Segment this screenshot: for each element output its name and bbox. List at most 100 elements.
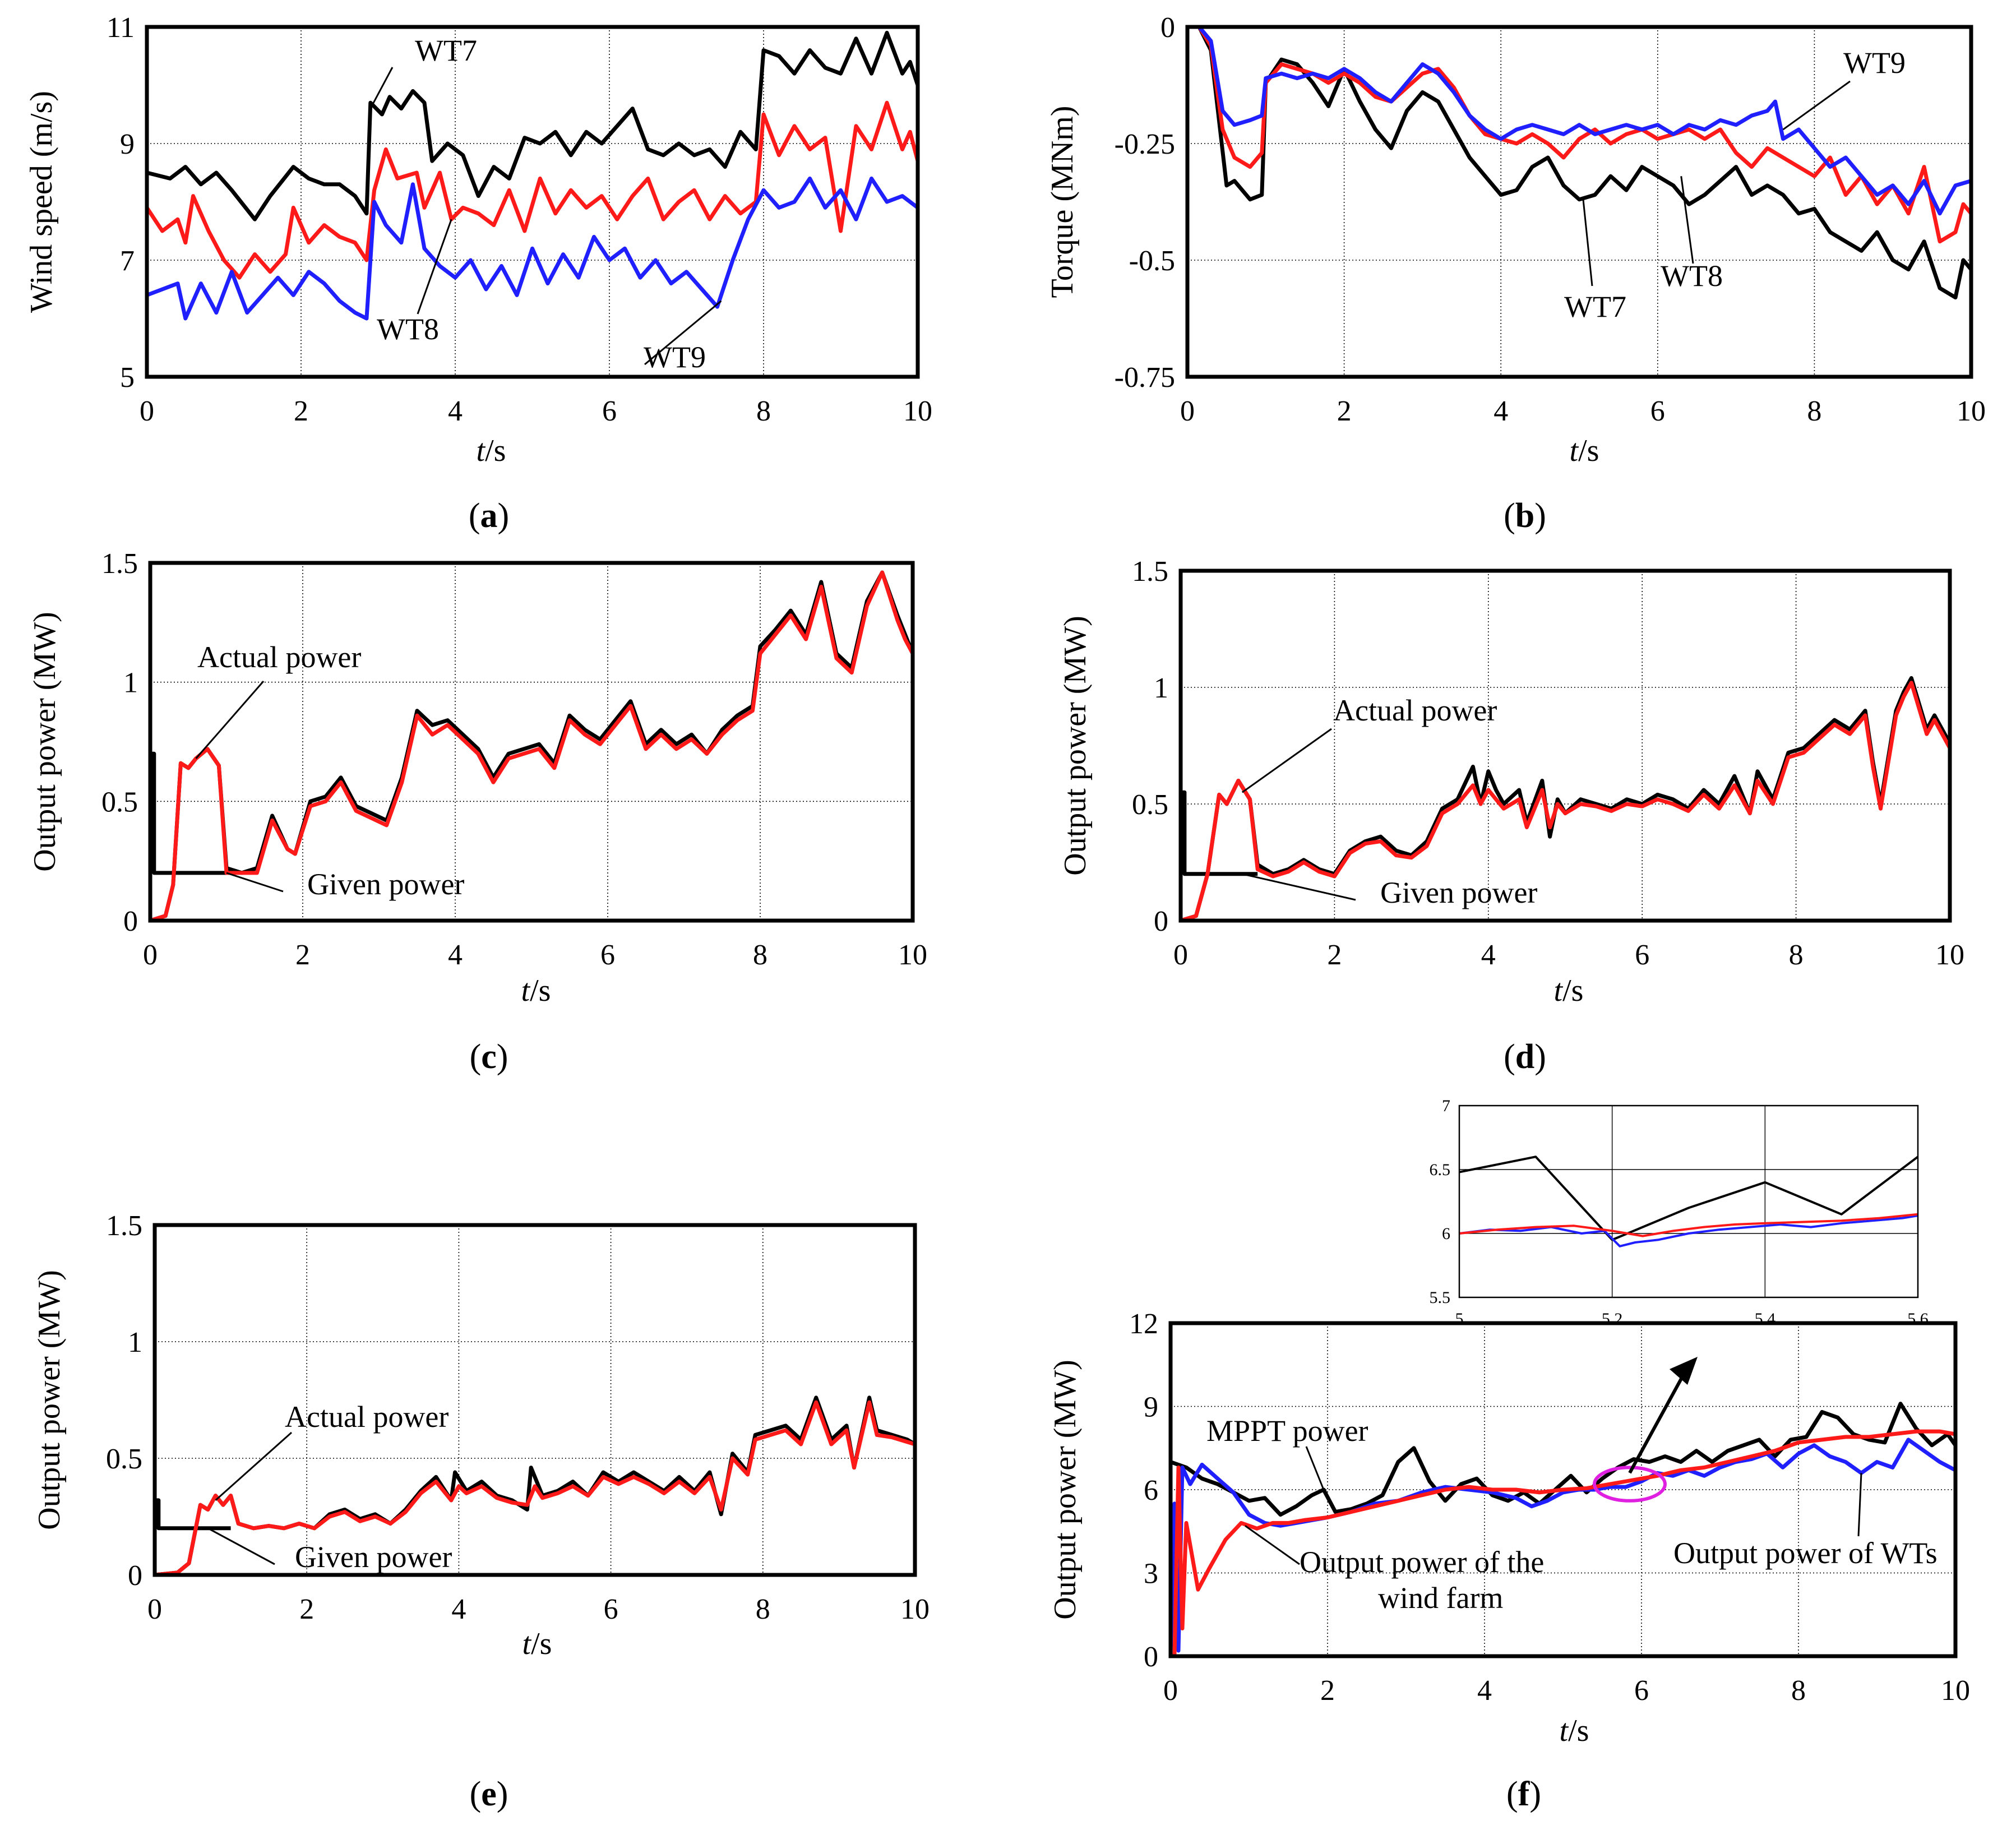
plot-frame [148, 561, 915, 923]
series-group [1169, 1402, 1957, 1658]
y-axis-label: Output power (MW) [1058, 616, 1093, 875]
annotation-label: Actual power [1333, 694, 1497, 727]
x-tick-label: 8 [756, 395, 771, 427]
x-tick-label: 5.6 [1907, 1310, 1929, 1328]
x-tick-label: 4 [1477, 1675, 1492, 1707]
x-tick-label: 10 [1935, 939, 1964, 971]
y-tick-label: 5 [120, 362, 135, 394]
x-tick-label: 4 [448, 395, 463, 427]
series-wt7 [146, 30, 919, 221]
x-tick-label: 10 [900, 1593, 930, 1625]
y-tick-label: 0 [123, 905, 138, 937]
chart-f-inset: 5 5.2 5.4 5.6 5.5 6 6.5 7 [1430, 1097, 1929, 1328]
y-tick-label: 1 [128, 1327, 142, 1358]
y-axis-label: Torque (MNm) [1045, 106, 1080, 298]
plot-frame [1168, 1321, 1958, 1658]
y-tick-label: 9 [1144, 1392, 1158, 1424]
annotation-label: Given power [1380, 876, 1537, 909]
plot-area [155, 1225, 915, 1575]
y-tick-label: 1.5 [101, 548, 138, 580]
x-tick-label: 10 [1957, 395, 1986, 427]
y-tick-label: 0.5 [101, 786, 138, 818]
y-tick-label: 7 [1442, 1097, 1450, 1115]
plot-frame [1178, 569, 1952, 923]
x-axis-label-var: t [523, 1626, 532, 1661]
x-tick-label: 0 [143, 939, 158, 971]
x-axis-label-var: t [1554, 973, 1564, 1008]
x-axis-label: t/s [523, 1626, 552, 1661]
annotation-leader [1241, 728, 1332, 793]
y-tick-label: 1.5 [106, 1210, 142, 1242]
zoom-arrow-shaft [1628, 1371, 1686, 1474]
x-tick-label: 6 [1635, 939, 1649, 971]
x-tick-label: 0 [1180, 395, 1195, 427]
annotation-leader [1245, 1525, 1300, 1565]
annotation-leader [369, 67, 394, 109]
x-axis-label-unit: /s [531, 1626, 552, 1661]
x-tick-label: 4 [451, 1593, 466, 1625]
x-tick-label: 4 [448, 939, 463, 971]
x-axis-label-unit: /s [1568, 1713, 1589, 1748]
y-tick-label: 0 [128, 1560, 142, 1592]
x-tick-label: 8 [1791, 1675, 1806, 1707]
chart-e: 0 2 4 6 8 10 0 0.5 1 1.5 Output power (MW) t/s (e) Ac… [32, 1210, 930, 1813]
series-output-power-of-the-wind-farm [1171, 1429, 1956, 1658]
plot-frame [1458, 1105, 1919, 1298]
x-axis-label: t/s [1554, 973, 1584, 1008]
panel-label: (d) [1504, 1038, 1546, 1076]
x-tick-label: 2 [1337, 395, 1352, 427]
x-axis-label: t/s [477, 433, 506, 468]
x-tick-label: 5.4 [1755, 1310, 1776, 1328]
series-mppt-power [1169, 1402, 1957, 1517]
x-tick-label: 6 [604, 1593, 618, 1625]
annotation-label: WT7 [1564, 290, 1626, 324]
y-tick-label: 0 [1160, 12, 1175, 44]
y-tick-label: -0.5 [1129, 245, 1175, 277]
x-axis-label-var: t [521, 973, 531, 1008]
annotation-label: Given power [307, 867, 464, 901]
series-output-power-of-the-wind-farm [1459, 1213, 1918, 1237]
chart-d: 0 2 4 6 8 10 0 0.5 1 1.5 Output power (MW) t/s (d) Ac… [1058, 556, 1964, 1076]
x-axis-label-var: t [1560, 1713, 1569, 1748]
y-tick-label: 1.5 [1132, 556, 1168, 588]
annotation-leader [417, 219, 452, 315]
x-tick-label: 2 [295, 939, 310, 971]
plot-frame [152, 1223, 917, 1577]
x-tick-label: 10 [903, 395, 932, 427]
y-tick-label: 11 [107, 12, 135, 44]
annotation-leader [226, 872, 284, 893]
annotation-leader [644, 300, 722, 366]
annotation-leader [1582, 199, 1593, 286]
y-tick-label: 1 [1154, 672, 1168, 704]
annotation-leader [1857, 1473, 1862, 1537]
y-tick-label: 0.5 [106, 1443, 142, 1475]
panel-label: (c) [470, 1038, 508, 1076]
annotation-leader [1242, 873, 1356, 901]
annotation-label: Output power of WTs [1673, 1536, 1938, 1570]
annotation-label: WT8 [377, 312, 439, 346]
chart-b: 0 2 4 6 8 10 0 -0.25 -0.5 -0.75 Torque (MNm) t/s (b)… [1045, 12, 1986, 535]
annotation-label: WT7 [415, 34, 477, 67]
x-tick-label: 4 [1481, 939, 1496, 971]
x-tick-label: 6 [1634, 1675, 1649, 1707]
y-tick-label: 6 [1144, 1475, 1158, 1506]
x-axis-label: t/s [1560, 1713, 1589, 1748]
annotation-leader [207, 1527, 275, 1565]
panel-label: (f) [1506, 1775, 1541, 1813]
x-axis-label-var: t [477, 433, 486, 468]
x-axis-label: t/s [521, 973, 551, 1008]
series-wt8 [146, 100, 919, 280]
y-tick-label: 0 [1144, 1641, 1158, 1673]
plot-area [1459, 1106, 1918, 1297]
y-tick-label: 12 [1129, 1308, 1158, 1340]
x-tick-label: 2 [1327, 939, 1342, 971]
series-wt7 [1187, 25, 1972, 300]
y-tick-label: -0.25 [1115, 128, 1175, 160]
x-tick-label: 0 [1173, 939, 1188, 971]
series-actual-power-red- [149, 570, 914, 923]
plot-frame [1185, 25, 1973, 379]
y-tick-label: -0.75 [1115, 362, 1175, 394]
x-tick-label: 2 [294, 395, 308, 427]
series-actual-power-red- [1180, 681, 1951, 923]
y-axis-label: Output power (MW) [1048, 1360, 1083, 1619]
